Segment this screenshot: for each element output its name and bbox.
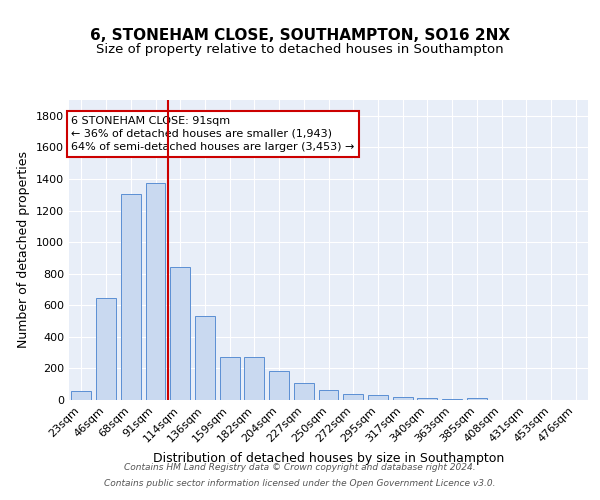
Bar — [269, 371, 289, 400]
Bar — [220, 356, 239, 400]
Bar — [195, 316, 215, 400]
Bar — [71, 392, 91, 400]
Bar — [244, 356, 264, 400]
X-axis label: Distribution of detached houses by size in Southampton: Distribution of detached houses by size … — [153, 452, 504, 465]
Bar — [319, 390, 338, 400]
Bar — [146, 183, 166, 400]
Bar — [467, 398, 487, 400]
Bar — [418, 398, 437, 400]
Y-axis label: Number of detached properties: Number of detached properties — [17, 152, 31, 348]
Bar — [442, 398, 462, 400]
Bar — [393, 397, 413, 400]
Bar — [170, 266, 190, 400]
Text: 6, STONEHAM CLOSE, SOUTHAMPTON, SO16 2NX: 6, STONEHAM CLOSE, SOUTHAMPTON, SO16 2NX — [90, 28, 510, 42]
Text: Contains HM Land Registry data © Crown copyright and database right 2024.: Contains HM Land Registry data © Crown c… — [124, 464, 476, 472]
Bar — [294, 384, 314, 400]
Text: Contains public sector information licensed under the Open Government Licence v3: Contains public sector information licen… — [104, 478, 496, 488]
Bar — [121, 194, 140, 400]
Text: Size of property relative to detached houses in Southampton: Size of property relative to detached ho… — [96, 42, 504, 56]
Bar — [368, 396, 388, 400]
Bar — [96, 298, 116, 400]
Bar — [343, 394, 363, 400]
Text: 6 STONEHAM CLOSE: 91sqm
← 36% of detached houses are smaller (1,943)
64% of semi: 6 STONEHAM CLOSE: 91sqm ← 36% of detache… — [71, 116, 355, 152]
